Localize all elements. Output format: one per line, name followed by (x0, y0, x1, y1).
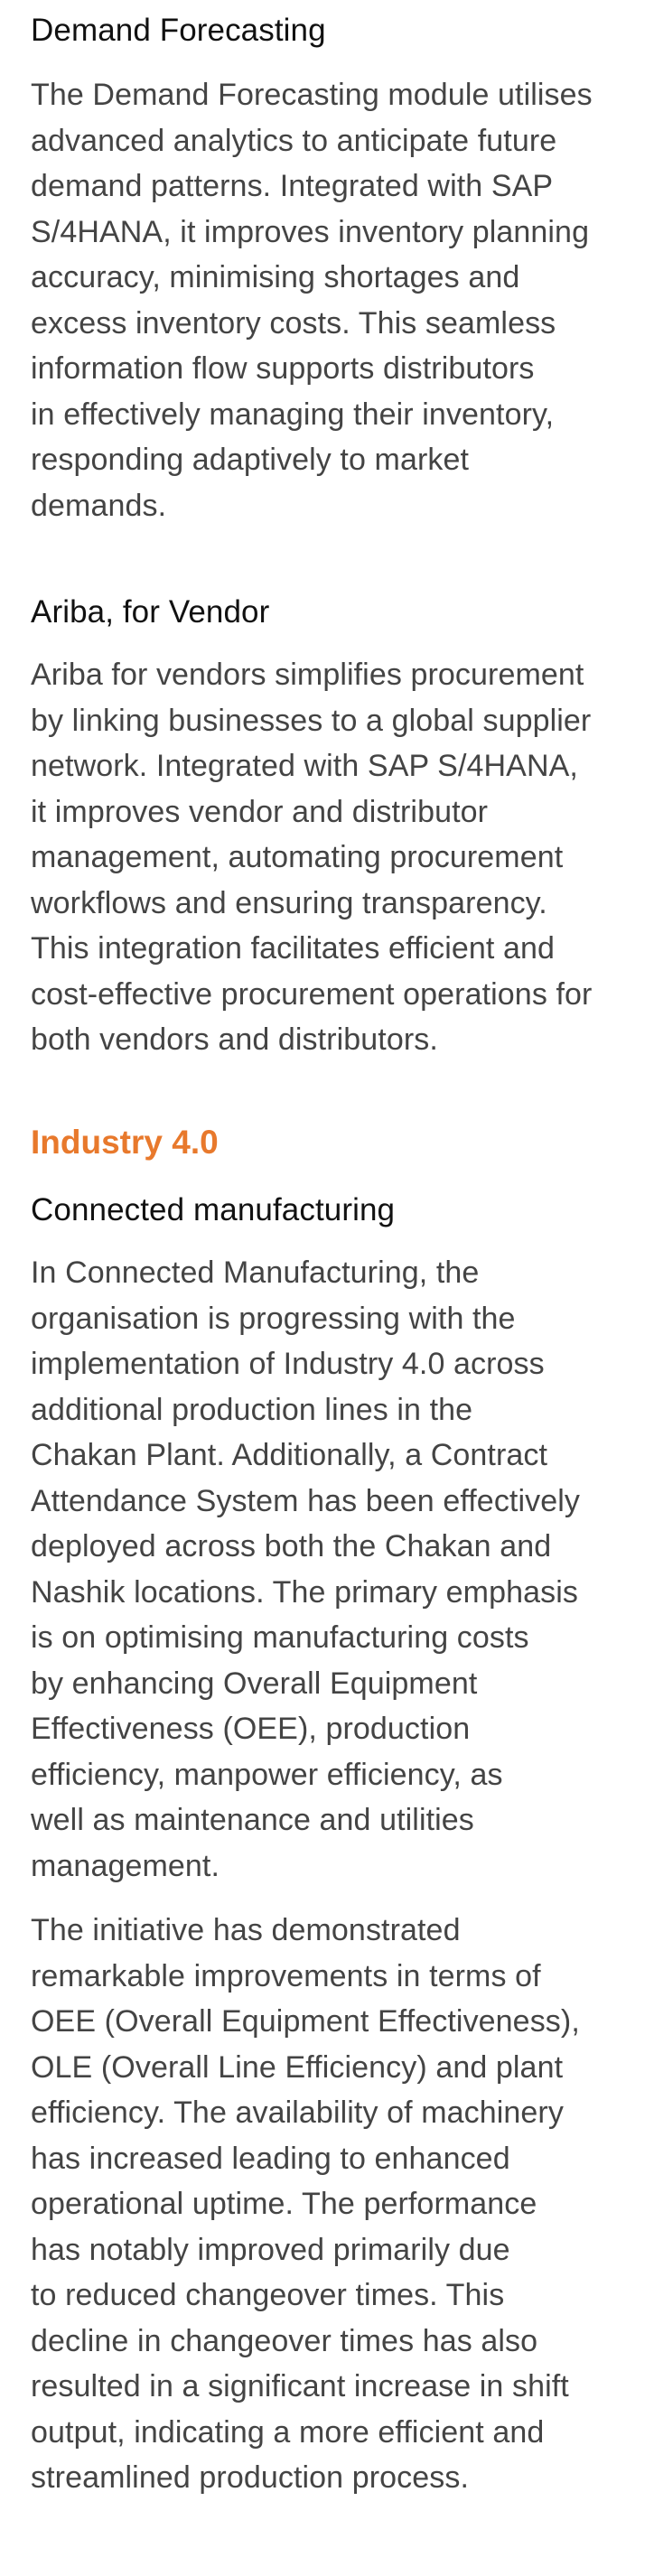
text-line: responding adaptively to market (31, 443, 470, 477)
text-line: resulted in a significant increase in sh… (31, 2369, 569, 2403)
text-line: cost-effective procurement operations fo… (31, 976, 593, 1012)
text-line: advanced analytics to anticipate future (31, 123, 557, 158)
text-line: Attendance System has been effectively (31, 1483, 580, 1518)
text-line: additional production lines in the (31, 1392, 473, 1427)
text-line: both vendors and distributors. (31, 1022, 438, 1057)
text-line: demands. (31, 488, 167, 523)
text-line: is on optimising manufacturing costs (31, 1620, 529, 1655)
text-line: Nashik locations. The primary emphasis (31, 1574, 578, 1610)
text-line: in effectively managing their inventory, (31, 397, 555, 432)
text-line: decline in changeover times has also (31, 2323, 538, 2358)
text-line: deployed across both the Chakan and (31, 1529, 552, 1563)
text-line: OEE (Overall Equipment Effectiveness), (31, 2004, 580, 2039)
demand-forecasting-heading: Demand Forecasting (31, 13, 326, 48)
text-line: excess inventory costs. This seamless (31, 305, 556, 341)
connected-manufacturing-heading: Connected manufacturing (31, 1192, 396, 1227)
text-line: Effectiveness (OEE), production (31, 1712, 471, 1746)
text-line: demand patterns. Integrated with SAP (31, 169, 554, 203)
text-line: organisation is progressing with the (31, 1301, 516, 1336)
text-line: by linking businesses to a global suppli… (31, 703, 592, 738)
text-line: has notably improved primarily due (31, 2232, 510, 2267)
text-line: management. (31, 1848, 220, 1883)
text-line: it improves vendor and distributor (31, 794, 489, 829)
text-line: OLE (Overall Line Efficiency) and plant (31, 2049, 564, 2085)
text-line: to reduced changeover times. This (31, 2278, 505, 2312)
text-line: The initiative has demonstrated (31, 1913, 461, 1947)
text-line: management, automating procurement (31, 840, 564, 874)
text-line: streamlined production process. (31, 2460, 470, 2495)
connected-manufacturing-paragraph-2: The initiative has demonstrated remarkab… (31, 1908, 627, 2501)
text-line: efficiency, manpower efficiency, as (31, 1757, 503, 1792)
text-line: This integration facilitates efficient a… (31, 931, 556, 966)
text-line: well as maintenance and utilities (31, 1803, 474, 1837)
text-line: Ariba for vendors simplifies procurement (31, 658, 584, 692)
text-line: implementation of Industry 4.0 across (31, 1347, 545, 1381)
text-line: The Demand Forecasting module utilises (31, 78, 593, 112)
text-line: S/4HANA, it improves inventory planning (31, 214, 590, 249)
connected-manufacturing-paragraph-1: In Connected Manufacturing, the organisa… (31, 1250, 627, 1889)
text-line: information flow supports distributors (31, 351, 535, 386)
text-line: remarkable improvements in terms of (31, 1958, 541, 1993)
text-line: output, indicating a more efficient and (31, 2414, 545, 2450)
text-line: Chakan Plant. Additionally, a Contract (31, 1438, 548, 1472)
text-line: efficiency. The availability of machiner… (31, 2095, 564, 2130)
text-line: In Connected Manufacturing, the (31, 1255, 480, 1290)
text-line: network. Integrated with SAP S/4HANA, (31, 749, 578, 783)
ariba-paragraph: Ariba for vendors simplifies procurement… (31, 652, 627, 1063)
text-line: accuracy, minimising shortages and (31, 260, 520, 294)
text-line: by enhancing Overall Equipment (31, 1666, 478, 1701)
text-line: operational uptime. The performance (31, 2187, 537, 2221)
text-line: has increased leading to enhanced (31, 2141, 510, 2176)
ariba-heading: Ariba, for Vendor (31, 594, 270, 630)
text-line: workflows and ensuring transparency. (31, 885, 547, 920)
industry-section-heading: Industry 4.0 (31, 1124, 219, 1161)
demand-forecasting-paragraph: The Demand Forecasting module utilises a… (31, 72, 627, 528)
